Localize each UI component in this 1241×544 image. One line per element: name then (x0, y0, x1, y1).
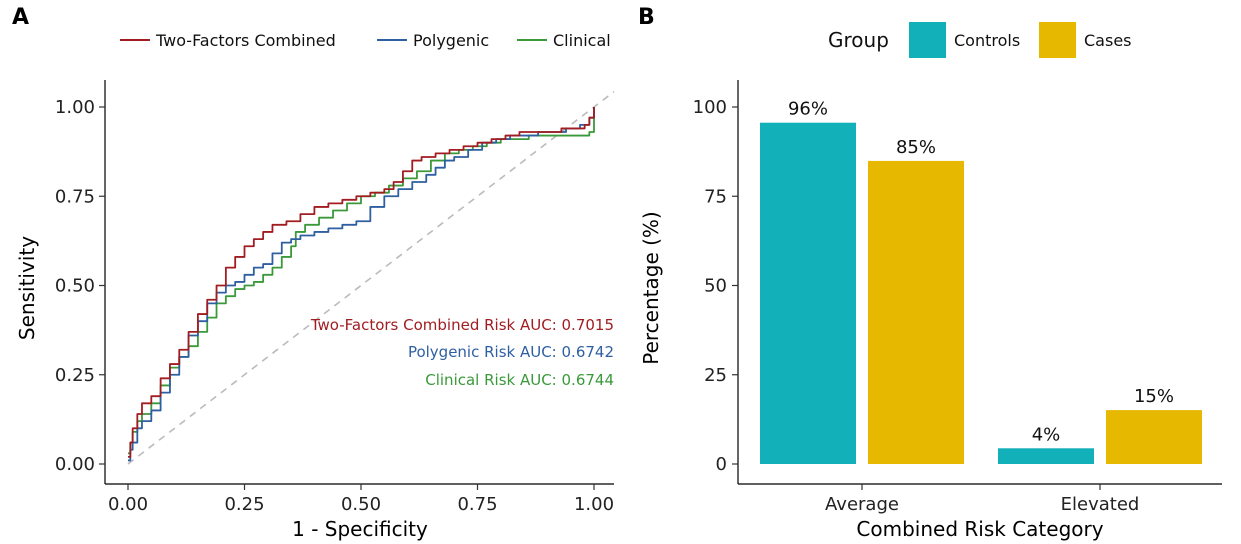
roc-y-tick-label: 0.75 (55, 186, 95, 207)
bar-x-axis-title: Combined Risk Category (856, 517, 1103, 541)
roc-curve-polygenic (128, 107, 595, 462)
roc-chart: Two-Factors Combined Polygenic Clinical … (15, 31, 615, 541)
legend-label-controls: Controls (954, 31, 1020, 50)
roc-x-tick-label: 0.50 (341, 494, 381, 515)
roc-y-tick-label: 1.00 (55, 97, 95, 118)
bar-value-label: 96% (788, 99, 828, 120)
legend-swatch-cases (1039, 22, 1076, 58)
legend-label-clinical: Clinical (553, 31, 611, 50)
legend-label-polygenic: Polygenic (413, 31, 489, 50)
roc-x-axis-title: 1 - Specificity (292, 517, 428, 541)
roc-y-axis-title: Sensitivity (15, 236, 39, 340)
roc-x-tick-label: 0.25 (224, 494, 264, 515)
bar-cases-elevated (1106, 410, 1202, 464)
bar-x-tick-label: Average (825, 494, 899, 515)
bar-x-tick-label: Elevated (1061, 494, 1140, 515)
auc-two-factors: Two-Factors Combined Risk AUC: 0.7015 (310, 316, 614, 334)
bar-cases-average (868, 160, 964, 465)
bar-y-tick-label: 25 (704, 365, 727, 386)
bar-chart: Group Controls Cases 0 25 50 75 100 Average El… (639, 22, 1222, 541)
roc-x-tick-label: 1.00 (574, 494, 614, 515)
bars: 96% 4% 85% 15% (760, 99, 1202, 465)
legend-title-group: Group (828, 28, 889, 52)
bar-legend: Group Controls Cases (828, 22, 1132, 58)
bar-value-label: 4% (1032, 424, 1061, 445)
roc-y-tick-label: 0.50 (55, 276, 95, 297)
bar-ticks: 0 25 50 75 100 Average Elevated (693, 97, 1140, 515)
auc-clinical: Clinical Risk AUC: 0.6744 (425, 371, 614, 389)
bar-value-label: 15% (1134, 386, 1174, 407)
roc-x-tick-label: 0.00 (108, 494, 148, 515)
roc-x-tick-label: 0.75 (457, 494, 497, 515)
bar-y-tick-label: 100 (693, 97, 727, 118)
panel-a-tag: A (12, 5, 29, 30)
roc-y-tick-label: 0.25 (55, 365, 95, 386)
bar-y-axis-title: Percentage (%) (639, 211, 663, 364)
roc-curves (128, 107, 595, 462)
roc-ticks: 0.00 0.25 0.50 0.75 1.00 0.00 0.25 0.50 0.75 1.00 (55, 97, 614, 515)
roc-reference-diagonal (127, 91, 615, 465)
roc-curve-clinical (128, 107, 595, 455)
bar-y-tick-label: 0 (716, 454, 727, 475)
bar-y-tick-label: 75 (704, 186, 727, 207)
legend-label-cases: Cases (1084, 31, 1132, 50)
panel-b-tag: B (638, 5, 655, 30)
bar-value-label: 85% (896, 137, 936, 158)
legend-swatch-controls (909, 22, 946, 58)
bar-controls-average (760, 122, 856, 464)
roc-legend: Two-Factors Combined Polygenic Clinical (120, 31, 611, 50)
bar-controls-elevated (998, 448, 1094, 464)
roc-y-tick-label: 0.00 (55, 454, 95, 475)
legend-label-two-factors: Two-Factors Combined (155, 31, 336, 50)
auc-polygenic: Polygenic Risk AUC: 0.6742 (408, 343, 614, 361)
bar-y-tick-label: 50 (704, 276, 727, 297)
roc-curve-two-factors (128, 107, 595, 458)
